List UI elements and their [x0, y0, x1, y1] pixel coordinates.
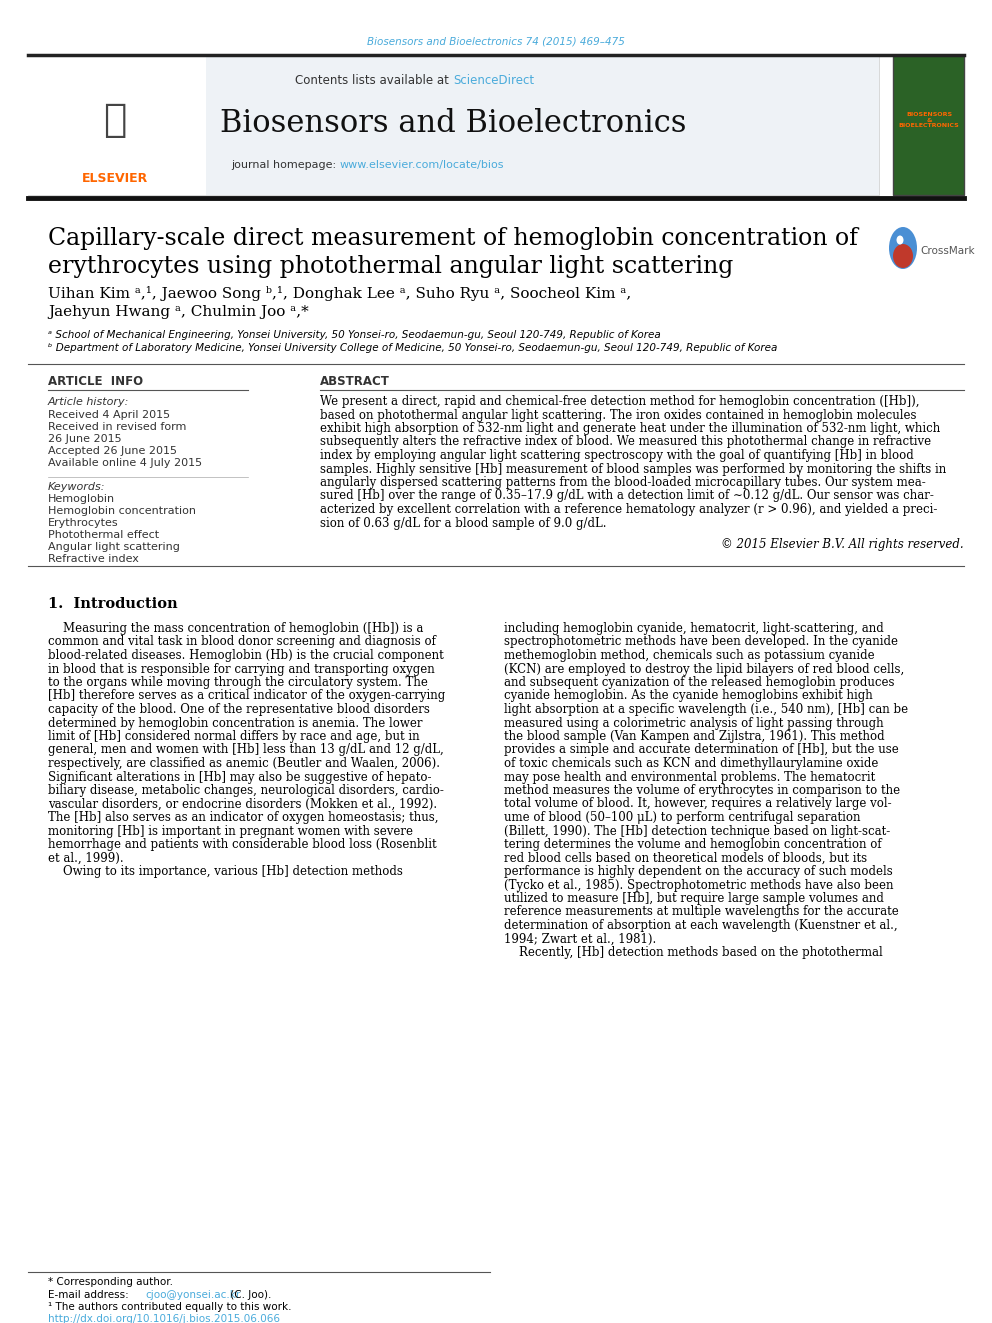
Text: [Hb] therefore serves as a critical indicator of the oxygen-carrying: [Hb] therefore serves as a critical indi… [48, 689, 445, 703]
Text: Jaehyun Hwang ᵃ, Chulmin Joo ᵃ,*: Jaehyun Hwang ᵃ, Chulmin Joo ᵃ,* [48, 306, 309, 319]
Text: subsequently alters the refractive index of blood. We measured this photothermal: subsequently alters the refractive index… [320, 435, 931, 448]
Text: ¹ The authors contributed equally to this work.: ¹ The authors contributed equally to thi… [48, 1302, 292, 1312]
Text: capacity of the blood. One of the representative blood disorders: capacity of the blood. One of the repres… [48, 703, 430, 716]
Text: including hemoglobin cyanide, hematocrit, light-scattering, and: including hemoglobin cyanide, hematocrit… [504, 622, 884, 635]
Text: may pose health and environmental problems. The hematocrit: may pose health and environmental proble… [504, 770, 875, 783]
Text: Uihan Kim ᵃ,¹, Jaewoo Song ᵇ,¹, Donghak Lee ᵃ, Suho Ryu ᵃ, Soocheol Kim ᵃ,: Uihan Kim ᵃ,¹, Jaewoo Song ᵇ,¹, Donghak … [48, 286, 631, 302]
Text: (Billett, 1990). The [Hb] detection technique based on light-scat-: (Billett, 1990). The [Hb] detection tech… [504, 824, 890, 837]
Text: We present a direct, rapid and chemical-free detection method for hemoglobin con: We present a direct, rapid and chemical-… [320, 396, 920, 407]
Text: tering determines the volume and hemoglobin concentration of: tering determines the volume and hemoglo… [504, 837, 882, 851]
Text: utilized to measure [Hb], but require large sample volumes and: utilized to measure [Hb], but require la… [504, 892, 884, 905]
Text: in blood that is responsible for carrying and transporting oxygen: in blood that is responsible for carryin… [48, 663, 434, 676]
Text: 🌳: 🌳 [103, 101, 127, 139]
Text: Photothermal effect: Photothermal effect [48, 531, 159, 540]
Text: ABSTRACT: ABSTRACT [320, 374, 390, 388]
Text: reference measurements at multiple wavelengths for the accurate: reference measurements at multiple wavel… [504, 905, 899, 918]
Text: The [Hb] also serves as an indicator of oxygen homeostasis; thus,: The [Hb] also serves as an indicator of … [48, 811, 438, 824]
Text: blood-related diseases. Hemoglobin (Hb) is the crucial component: blood-related diseases. Hemoglobin (Hb) … [48, 650, 443, 662]
Bar [28, 56, 206, 194]
Bar [28, 56, 879, 194]
Text: ELSEVIER: ELSEVIER [82, 172, 148, 184]
Bar [893, 56, 964, 194]
Text: (Tycko et al., 1985). Spectrophotometric methods have also been: (Tycko et al., 1985). Spectrophotometric… [504, 878, 894, 892]
Text: and subsequent cyanization of the released hemoglobin produces: and subsequent cyanization of the releas… [504, 676, 895, 689]
Text: respectively, are classified as anemic (Beutler and Waalen, 2006).: respectively, are classified as anemic (… [48, 757, 440, 770]
Text: Owing to its importance, various [Hb] detection methods: Owing to its importance, various [Hb] de… [48, 865, 403, 878]
Text: methemoglobin method, chemicals such as potassium cyanide: methemoglobin method, chemicals such as … [504, 650, 875, 662]
Text: Hemoglobin concentration: Hemoglobin concentration [48, 505, 196, 516]
Text: erythrocytes using photothermal angular light scattering: erythrocytes using photothermal angular … [48, 254, 733, 278]
Text: cjoo@yonsei.ac.kr: cjoo@yonsei.ac.kr [145, 1290, 240, 1301]
Text: ᵃ School of Mechanical Engineering, Yonsei University, 50 Yonsei-ro, Seodaemun-g: ᵃ School of Mechanical Engineering, Yons… [48, 329, 661, 340]
Text: general, men and women with [Hb] less than 13 g/dL and 12 g/dL,: general, men and women with [Hb] less th… [48, 744, 443, 757]
Text: monitoring [Hb] is important in pregnant women with severe: monitoring [Hb] is important in pregnant… [48, 824, 413, 837]
Text: performance is highly dependent on the accuracy of such models: performance is highly dependent on the a… [504, 865, 893, 878]
Ellipse shape [893, 243, 913, 269]
Text: 1.  Introduction: 1. Introduction [48, 597, 178, 611]
Text: the blood sample (Van Kampen and Zijlstra, 1961). This method: the blood sample (Van Kampen and Zijlstr… [504, 730, 885, 744]
Text: based on photothermal angular light scattering. The iron oxides contained in hem: based on photothermal angular light scat… [320, 409, 917, 422]
Text: acterized by excellent correlation with a reference hematology analyzer (r > 0.9: acterized by excellent correlation with … [320, 503, 937, 516]
Text: limit of [Hb] considered normal differs by race and age, but in: limit of [Hb] considered normal differs … [48, 730, 420, 744]
Text: Article history:: Article history: [48, 397, 129, 407]
Text: Keywords:: Keywords: [48, 482, 105, 492]
Text: cyanide hemoglobin. As the cyanide hemoglobins exhibit high: cyanide hemoglobin. As the cyanide hemog… [504, 689, 873, 703]
Text: determination of absorption at each wavelength (Kuenstner et al.,: determination of absorption at each wave… [504, 919, 898, 931]
Text: 26 June 2015: 26 June 2015 [48, 434, 122, 445]
Text: exhibit high absorption of 532-nm light and generate heat under the illumination: exhibit high absorption of 532-nm light … [320, 422, 940, 435]
Text: sion of 0.63 g/dL for a blood sample of 9.0 g/dL.: sion of 0.63 g/dL for a blood sample of … [320, 516, 606, 529]
Text: determined by hemoglobin concentration is anemia. The lower: determined by hemoglobin concentration i… [48, 717, 423, 729]
Text: (KCN) are employed to destroy the lipid bilayers of red blood cells,: (KCN) are employed to destroy the lipid … [504, 663, 905, 676]
Text: spectrophotometric methods have been developed. In the cyanide: spectrophotometric methods have been dev… [504, 635, 898, 648]
Ellipse shape [889, 228, 917, 269]
Text: Measuring the mass concentration of hemoglobin ([Hb]) is a: Measuring the mass concentration of hemo… [48, 622, 424, 635]
Text: common and vital task in blood donor screening and diagnosis of: common and vital task in blood donor scr… [48, 635, 435, 648]
Text: www.elsevier.com/locate/bios: www.elsevier.com/locate/bios [340, 160, 505, 169]
Text: Significant alterations in [Hb] may also be suggestive of hepato-: Significant alterations in [Hb] may also… [48, 770, 432, 783]
Text: 1994; Zwart et al., 1981).: 1994; Zwart et al., 1981). [504, 933, 657, 946]
Text: biliary disease, metabolic changes, neurological disorders, cardio-: biliary disease, metabolic changes, neur… [48, 785, 443, 796]
Text: CrossMark: CrossMark [920, 246, 974, 255]
Text: ᵇ Department of Laboratory Medicine, Yonsei University College of Medicine, 50 Y: ᵇ Department of Laboratory Medicine, Yon… [48, 343, 778, 353]
Text: http://dx.doi.org/10.1016/j.bios.2015.06.066: http://dx.doi.org/10.1016/j.bios.2015.06… [48, 1314, 280, 1323]
Text: to the organs while moving through the circulatory system. The: to the organs while moving through the c… [48, 676, 428, 689]
Text: method measures the volume of erythrocytes in comparison to the: method measures the volume of erythrocyt… [504, 785, 900, 796]
Text: Erythrocytes: Erythrocytes [48, 519, 119, 528]
Text: ume of blood (50–100 μL) to perform centrifugal separation: ume of blood (50–100 μL) to perform cent… [504, 811, 860, 824]
Text: Received 4 April 2015: Received 4 April 2015 [48, 410, 170, 419]
Text: measured using a colorimetric analysis of light passing through: measured using a colorimetric analysis o… [504, 717, 884, 729]
Text: ARTICLE  INFO: ARTICLE INFO [48, 374, 143, 388]
Text: Contents lists available at: Contents lists available at [296, 74, 453, 86]
Text: Capillary-scale direct measurement of hemoglobin concentration of: Capillary-scale direct measurement of he… [48, 226, 858, 250]
Text: journal homepage:: journal homepage: [231, 160, 340, 169]
Ellipse shape [897, 235, 904, 245]
Text: Available online 4 July 2015: Available online 4 July 2015 [48, 458, 202, 468]
Text: samples. Highly sensitive [Hb] measurement of blood samples was performed by mon: samples. Highly sensitive [Hb] measureme… [320, 463, 946, 475]
Text: Received in revised form: Received in revised form [48, 422, 186, 433]
Text: Accepted 26 June 2015: Accepted 26 June 2015 [48, 446, 177, 456]
Text: * Corresponding author.: * Corresponding author. [48, 1277, 173, 1287]
Text: light absorption at a specific wavelength (i.e., 540 nm), [Hb] can be: light absorption at a specific wavelengt… [504, 703, 908, 716]
Text: of toxic chemicals such as KCN and dimethyllaurylamine oxide: of toxic chemicals such as KCN and dimet… [504, 757, 878, 770]
Text: angularly dispersed scattering patterns from the blood-loaded microcapillary tub: angularly dispersed scattering patterns … [320, 476, 926, 490]
Text: provides a simple and accurate determination of [Hb], but the use: provides a simple and accurate determina… [504, 744, 899, 757]
Text: index by employing angular light scattering spectroscopy with the goal of quanti: index by employing angular light scatter… [320, 448, 914, 462]
Text: (C. Joo).: (C. Joo). [227, 1290, 272, 1301]
Text: Recently, [Hb] detection methods based on the photothermal: Recently, [Hb] detection methods based o… [504, 946, 883, 959]
Text: ScienceDirect: ScienceDirect [453, 74, 534, 86]
Text: et al., 1999).: et al., 1999). [48, 852, 124, 864]
Text: Biosensors and Bioelectronics 74 (2015) 469–475: Biosensors and Bioelectronics 74 (2015) … [367, 37, 625, 48]
Text: red blood cells based on theoretical models of bloods, but its: red blood cells based on theoretical mod… [504, 852, 867, 864]
Text: vascular disorders, or endocrine disorders (Mokken et al., 1992).: vascular disorders, or endocrine disorde… [48, 798, 437, 811]
Text: total volume of blood. It, however, requires a relatively large vol-: total volume of blood. It, however, requ… [504, 798, 892, 811]
Text: Refractive index: Refractive index [48, 554, 139, 564]
Text: sured [Hb] over the range of 0.35–17.9 g/dL with a detection limit of ∼0.12 g/dL: sured [Hb] over the range of 0.35–17.9 g… [320, 490, 933, 503]
Text: E-mail address:: E-mail address: [48, 1290, 132, 1301]
Text: Biosensors and Bioelectronics: Biosensors and Bioelectronics [220, 107, 686, 139]
Text: Hemoglobin: Hemoglobin [48, 493, 115, 504]
Text: BIOSENSORS
&
BIOELECTRONICS: BIOSENSORS & BIOELECTRONICS [899, 111, 959, 128]
Text: © 2015 Elsevier B.V. All rights reserved.: © 2015 Elsevier B.V. All rights reserved… [721, 538, 964, 550]
Text: hemorrhage and patients with considerable blood loss (Rosenblit: hemorrhage and patients with considerabl… [48, 837, 436, 851]
Text: Angular light scattering: Angular light scattering [48, 542, 180, 552]
